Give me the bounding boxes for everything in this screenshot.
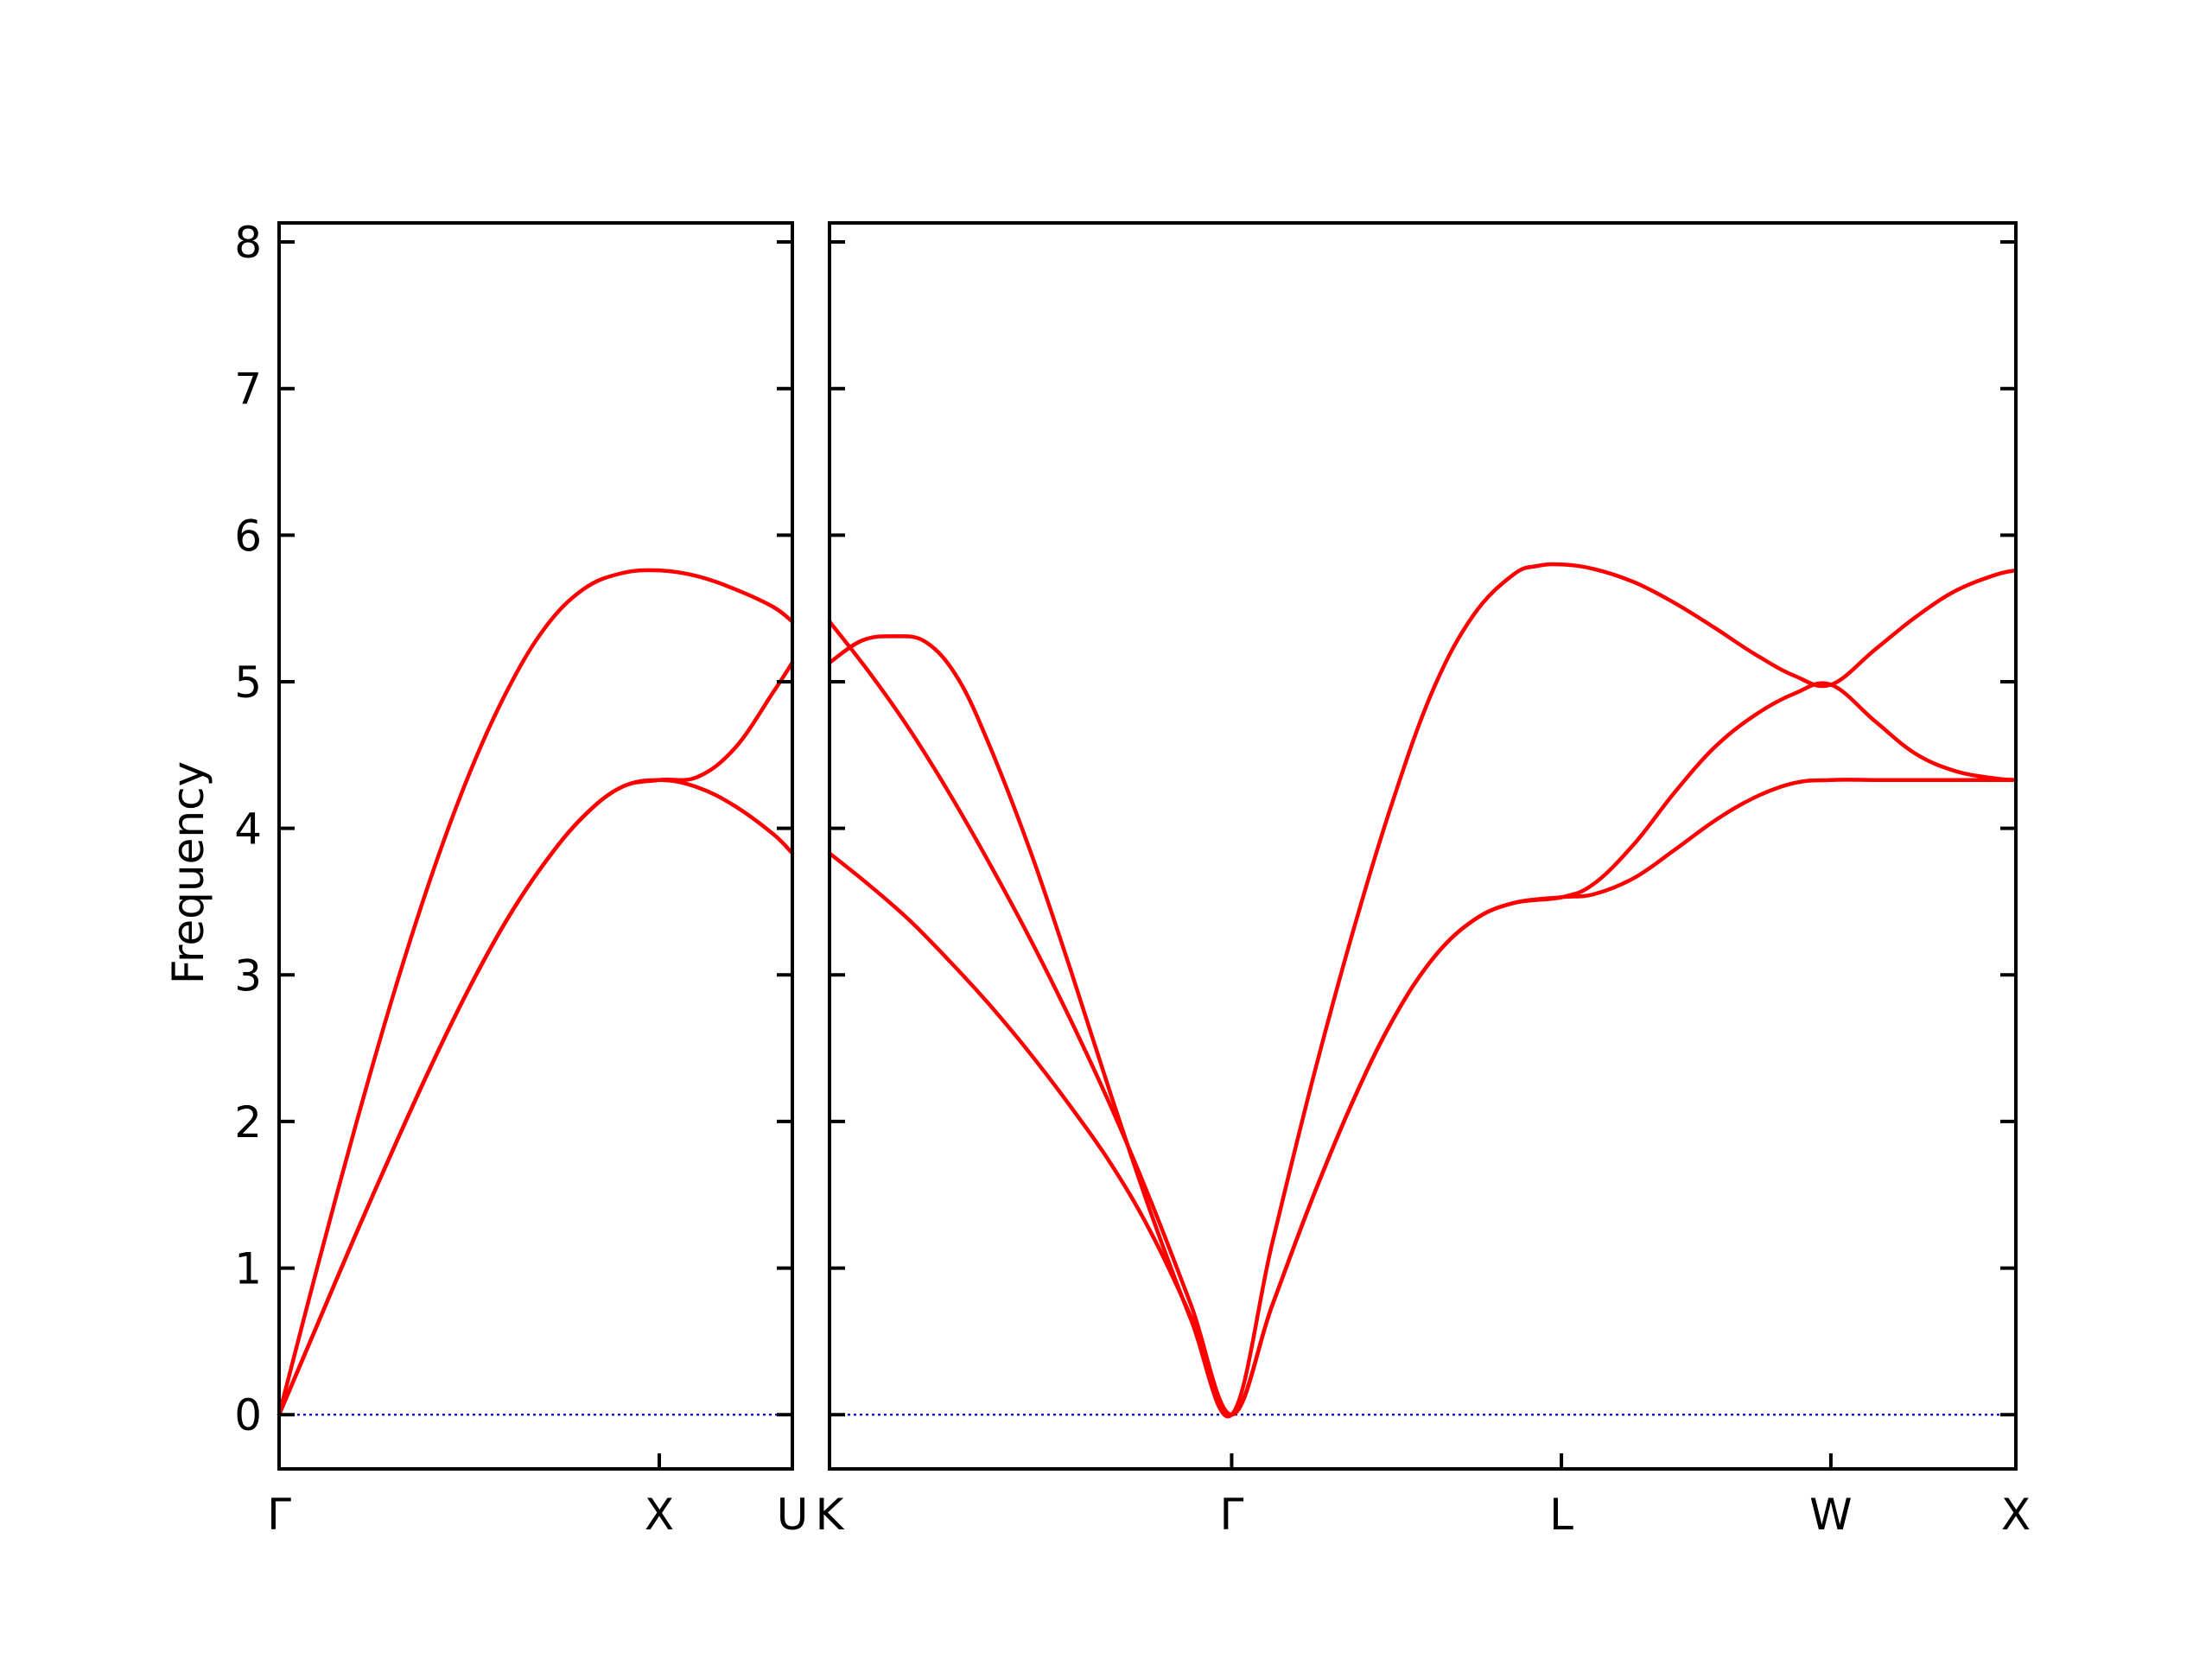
- y-tick-label: 1: [234, 1244, 262, 1294]
- band-line-1: [276, 568, 795, 1417]
- plot-frame: [277, 221, 794, 1471]
- x-tick-label: K: [816, 1490, 845, 1540]
- y-tick-label: 8: [234, 218, 262, 268]
- band-line-3: [276, 778, 795, 1417]
- band-line-2: [276, 660, 795, 1417]
- y-tick-label: 2: [234, 1097, 262, 1147]
- band-line-1: [827, 562, 2018, 1419]
- x-tick-label: W: [1809, 1490, 1852, 1540]
- y-axis-label: Frequency: [163, 761, 213, 984]
- panel-left: 0 1 2 3 4 5 6 7 8 Γ X U: [234, 218, 808, 1540]
- y-tick-label: 0: [234, 1390, 262, 1440]
- x-tick-label: Γ: [267, 1490, 291, 1540]
- y-tick-label: 4: [234, 804, 262, 855]
- x-tick-label: U: [777, 1490, 809, 1540]
- x-tick-label: L: [1549, 1490, 1573, 1540]
- band-line-2: [827, 620, 2018, 1417]
- x-tick-label: X: [2001, 1490, 2031, 1540]
- x-tick-label: Γ: [1219, 1490, 1243, 1540]
- band-line-3: [827, 778, 2018, 1417]
- plot-frame: [828, 221, 2018, 1471]
- y-tick-label: 7: [234, 365, 262, 415]
- y-tick-label: 6: [234, 511, 262, 561]
- x-tick-label: X: [645, 1490, 674, 1540]
- y-tick-label: 3: [234, 950, 262, 1001]
- y-tick-label: 5: [234, 658, 262, 708]
